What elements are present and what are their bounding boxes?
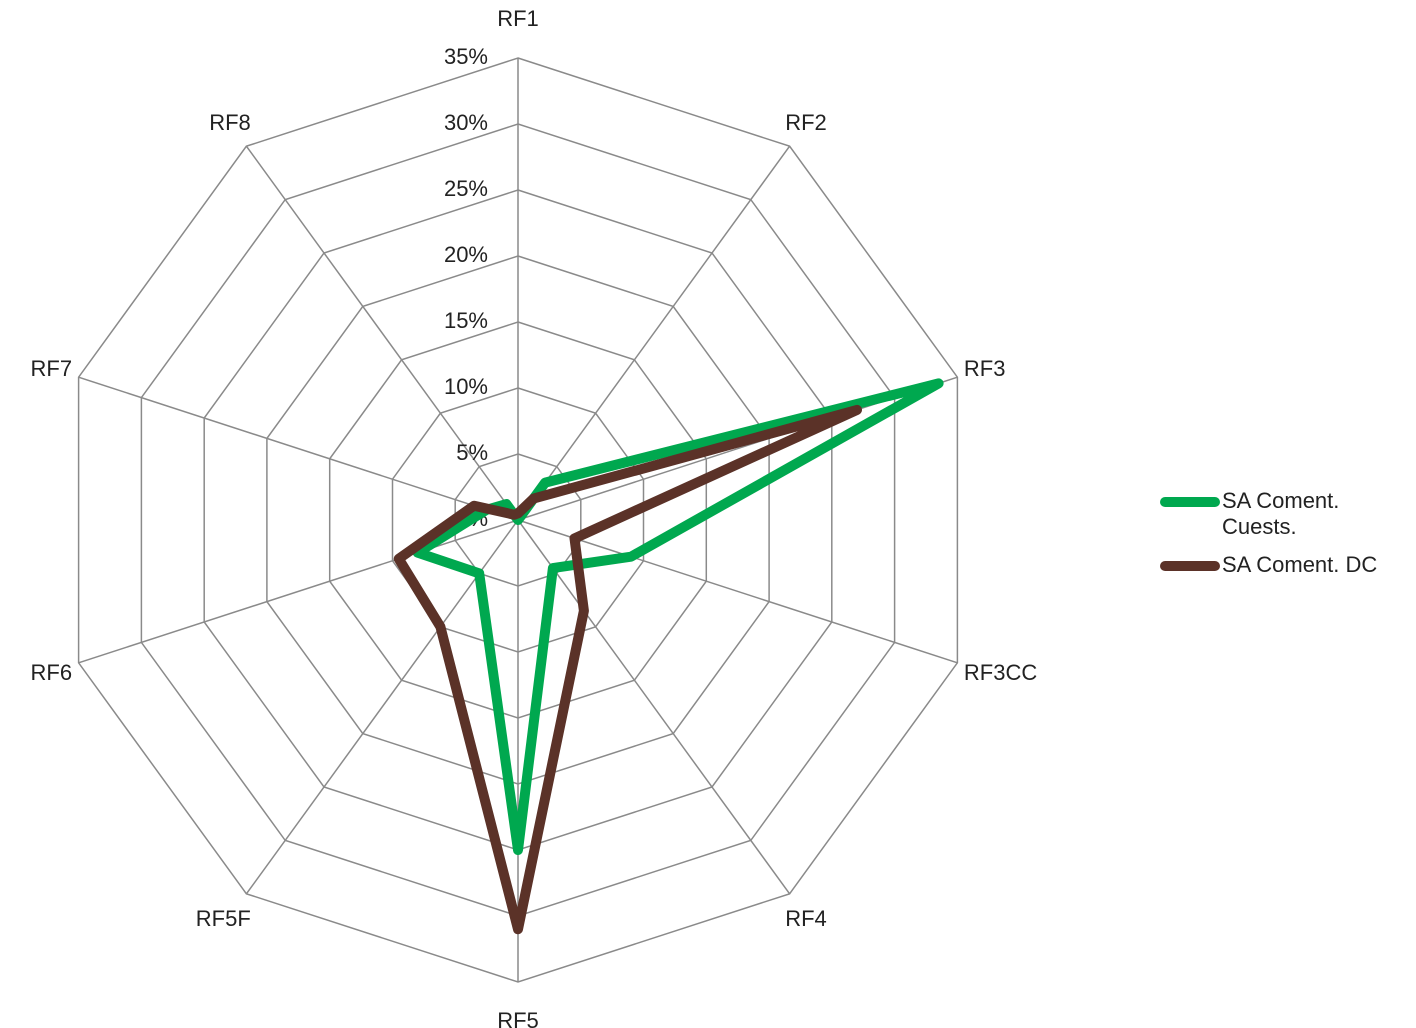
spoke-rf5f xyxy=(245,519,519,895)
series-line-1 xyxy=(412,378,944,855)
category-label-rf4: RF4 xyxy=(785,906,827,931)
tick-label: 20% xyxy=(444,242,488,267)
category-label-rf5: RF5 xyxy=(497,1008,539,1028)
series-line-2 xyxy=(393,404,862,935)
spoke-rf8 xyxy=(245,145,519,521)
legend-swatch-series-2 xyxy=(1160,561,1220,571)
tick-label: 5% xyxy=(456,440,488,465)
tick-label: 25% xyxy=(444,176,488,201)
category-label-rf6: RF6 xyxy=(31,660,73,685)
category-label-rf3cc: RF3CC xyxy=(964,660,1037,685)
category-label-rf7: RF7 xyxy=(31,356,73,381)
legend-swatch-series-1 xyxy=(1160,497,1220,507)
spoke-rf4 xyxy=(517,519,791,895)
spoke-rf6 xyxy=(78,519,519,664)
category-labels: RF1 RF2 RF3 RF3CC RF4 RF5 RF5F RF6 RF7 RF8 xyxy=(31,6,1038,1028)
series-lines xyxy=(393,378,944,935)
spoke-rf3cc xyxy=(517,519,958,664)
category-label-rf2: RF2 xyxy=(785,110,827,135)
legend-item-series-2: SA Coment. DC xyxy=(1160,552,1410,578)
legend: SA Coment. Cuests. SA Coment. DC xyxy=(1160,488,1410,590)
radial-tick-labels: 0%5%10%15%20%25%30%35% xyxy=(444,44,488,531)
category-label-rf1: RF1 xyxy=(497,6,539,31)
category-label-rf5f: RF5F xyxy=(196,906,251,931)
spoke-rf2 xyxy=(517,145,791,521)
category-label-rf8: RF8 xyxy=(209,110,251,135)
tick-label: 15% xyxy=(444,308,488,333)
tick-label: 30% xyxy=(444,110,488,135)
legend-label-series-1: SA Coment. Cuests. xyxy=(1222,488,1340,539)
spoke-rf7 xyxy=(78,376,519,521)
tick-label: 10% xyxy=(444,374,488,399)
legend-label-series-2: SA Coment. DC xyxy=(1222,552,1378,577)
legend-item-series-1: SA Coment. Cuests. xyxy=(1160,488,1410,540)
category-label-rf3: RF3 xyxy=(964,356,1006,381)
tick-label: 35% xyxy=(444,44,488,69)
